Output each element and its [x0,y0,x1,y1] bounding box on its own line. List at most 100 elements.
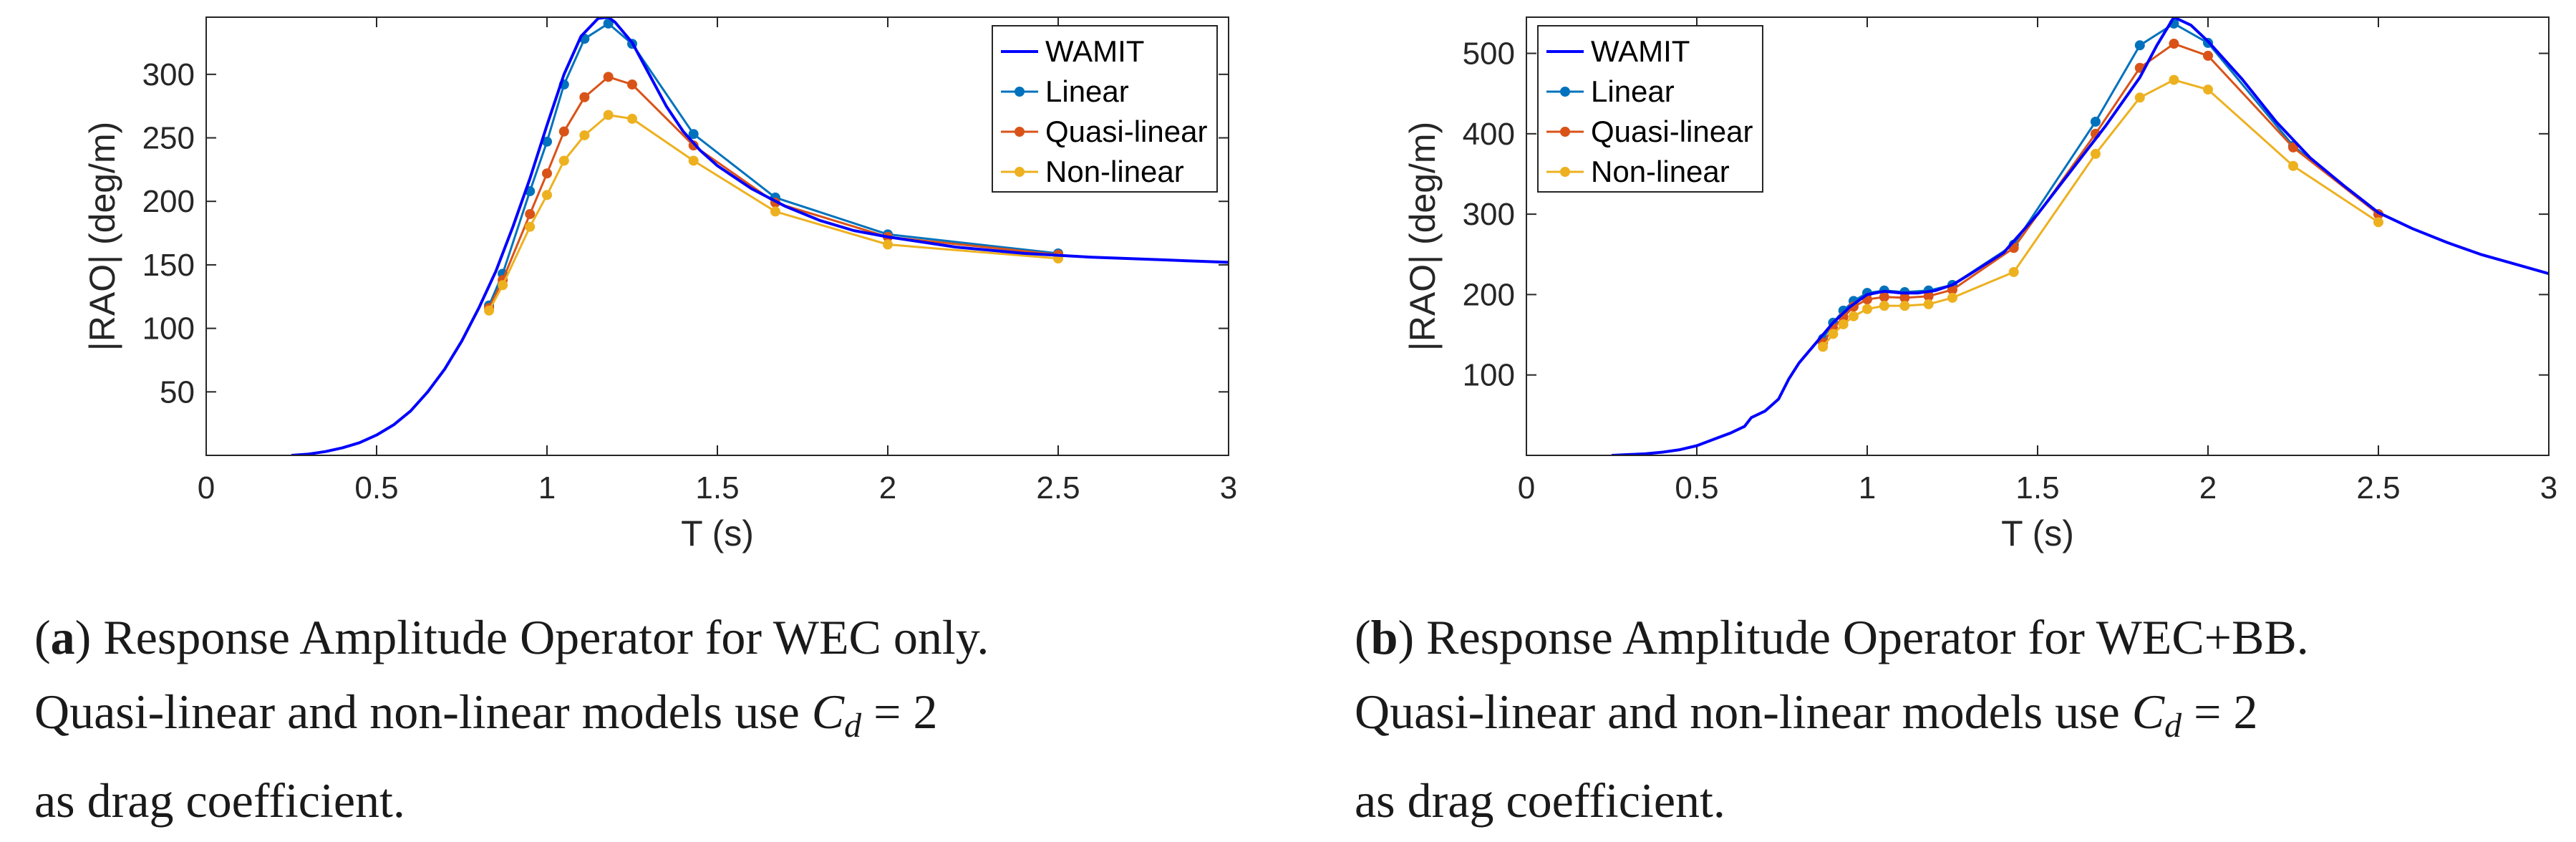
legend-marker-b-linear [1560,87,1570,97]
data-point-a-linear-6 [603,18,614,29]
data-point-b-non-linear-5 [1879,301,1889,311]
x-tick-label-b-1: 0.5 [1675,470,1718,505]
data-point-b-linear-10 [2090,116,2101,127]
data-point-a-non-linear-3 [542,190,552,200]
x-axis-label-b: T (s) [2001,513,2074,553]
x-tick-label-a-6: 3 [1220,470,1237,505]
legend-label-a-non-linear: Non-linear [1045,155,1184,188]
series-line-b-non-linear [1821,79,2379,348]
legend-marker-a-non-linear [1015,167,1025,177]
legend-label-b-quasi-linear: Quasi-linear [1591,115,1753,148]
data-point-a-quasi-linear-7 [627,79,637,90]
legend-marker-b-non-linear [1560,167,1570,177]
data-point-a-quasi-linear-2 [525,208,536,219]
x-tick-label-a-3: 1.5 [695,470,739,505]
caption-b-math-sub: d [2164,707,2182,745]
legend-label-b-non-linear: Non-linear [1591,155,1730,188]
series-line-b-quasi-linear [1821,42,2379,344]
axes-box-a [205,16,1229,456]
data-point-b-non-linear-12 [2169,74,2179,85]
caption-a-math-sub: d [844,707,862,745]
data-point-b-non-linear-6 [1899,301,1910,311]
data-point-b-non-linear-14 [2288,160,2298,171]
caption-a-text: Quasi-linear and non-linear models use [34,684,812,739]
x-tick-label-a-2: 1 [538,470,556,505]
data-point-a-non-linear-1 [498,280,508,291]
caption-b-math-eq: = 2 [2182,684,2258,739]
data-point-a-non-linear-5 [579,130,590,140]
x-tick-label-b-3: 1.5 [2015,470,2059,505]
y-tick-label-a-4: 250 [142,121,195,156]
data-point-a-quasi-linear-4 [558,126,569,137]
caption-a-line-3: as drag coefficient. [34,773,405,828]
legend-marker-a-linear [1015,87,1025,97]
data-point-a-non-linear-2 [525,221,536,232]
data-point-b-quasi-linear-7 [1923,291,1934,301]
data-point-a-non-linear-7 [627,113,637,124]
series-group-a [291,17,1229,455]
legend-b: WAMIT Linear Quasi-linear Non-linear [1537,25,1763,193]
data-point-a-linear-8 [688,129,699,140]
data-point-b-non-linear-3 [1848,311,1859,321]
data-point-a-non-linear-4 [558,155,569,166]
data-point-b-non-linear-15 [2373,217,2383,228]
data-point-a-quasi-linear-5 [579,92,590,102]
caption-a-math-var: C [811,684,845,739]
data-point-a-non-linear-0 [484,305,495,316]
x-axis-label-a: T (s) [681,513,754,553]
caption-b-text: Quasi-linear and non-linear models use [1355,684,2132,739]
caption-b-line-1: (b) Response Amplitude Operator for WEC+… [1355,610,2309,664]
caption-b-math-var: C [2131,684,2165,739]
axes-box-b [1526,16,2550,456]
data-point-b-quasi-linear-8 [1947,284,1957,295]
y-tick-label-b-3: 400 [1463,117,1515,152]
y-tick-label-b-2: 300 [1463,197,1515,232]
data-point-b-non-linear-7 [1923,299,1934,309]
data-point-b-quasi-linear-14 [2288,142,2298,153]
x-tick-label-a-1: 0.5 [354,470,398,505]
caption-a-line-1: (a) Response Amplitude Operator for WEC … [34,610,989,664]
data-point-b-quasi-linear-6 [1899,292,1910,303]
legend-box-b [1537,25,1763,193]
data-point-a-quasi-linear-6 [603,72,614,82]
y-tick-label-a-1: 100 [142,311,195,347]
data-point-a-non-linear-10 [883,239,893,250]
data-point-b-linear-11 [2134,40,2145,51]
legend-label-b-wamit: WAMIT [1591,34,1690,68]
y-tick-label-a-5: 300 [142,57,195,92]
caption-b-line-3: as drag coefficient. [1355,773,1725,828]
chart-panel-b: 0 0.5 1 1.5 2 2.5 3 100 200 300 400 500 T (s) |RAO| (… [1403,16,2557,553]
x-tick-label-b-2: 1 [1859,470,1876,505]
data-point-b-quasi-linear-13 [2203,50,2213,61]
data-point-b-non-linear-13 [2203,84,2213,95]
data-point-b-non-linear-11 [2134,92,2145,103]
series-line-b-wamit [1611,17,2549,455]
legend-marker-b-quasi-linear [1560,127,1570,137]
caption-a-title: Response Amplitude Operator for WEC only… [91,610,989,664]
x-tick-label-b-4: 2 [2199,470,2217,505]
legend-label-a-quasi-linear: Quasi-linear [1045,115,1207,148]
caption-a-line-2: Quasi-linear and non-linear models use C… [34,674,1266,763]
caption-b: (b) Response Amplitude Operator for WEC+… [1355,600,2576,838]
x-tick-label-a-4: 2 [879,470,896,505]
legend-box-a [992,25,1218,193]
legend-label-b-linear: Linear [1591,74,1675,108]
x-tick-label-a-5: 2.5 [1036,470,1080,505]
data-point-a-non-linear-6 [603,110,614,120]
caption-a-math-eq: = 2 [861,684,938,739]
x-tick-label-b-6: 3 [2540,470,2557,505]
chart-panel-a: 0 0.5 1 1.5 2 2.5 3 50 100 150 200 250 300 T (s) |RAO|… [82,16,1237,553]
y-tick-label-b-4: 500 [1463,37,1515,72]
data-point-b-non-linear-4 [1862,304,1872,314]
data-point-b-non-linear-0 [1818,342,1829,352]
y-axis-label-b: |RAO| (deg/m) [1403,122,1443,351]
data-point-a-non-linear-9 [770,206,780,217]
series-line-a-non-linear [488,114,1059,311]
x-tick-label-b-0: 0 [1518,470,1535,505]
data-point-b-non-linear-2 [1838,319,1849,329]
y-tick-label-a-0: 50 [160,374,195,410]
caption-a: (a) Response Amplitude Operator for WEC … [34,600,1266,838]
data-point-a-quasi-linear-8 [688,140,699,151]
legend-label-a-linear: Linear [1045,74,1129,108]
